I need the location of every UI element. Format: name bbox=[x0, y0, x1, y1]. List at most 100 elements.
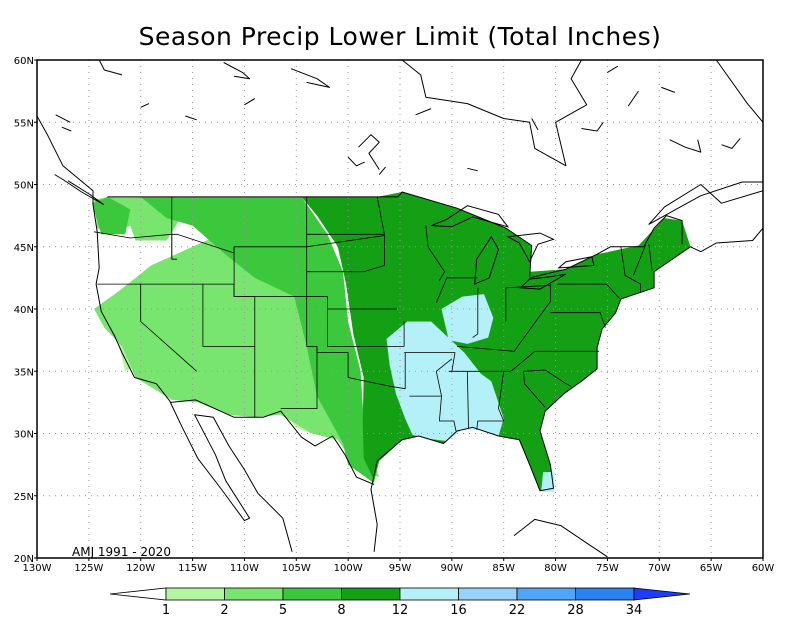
canada-coastline bbox=[627, 90, 639, 107]
colorbar-box bbox=[165, 587, 225, 601]
canada-coastline bbox=[531, 118, 539, 130]
state-border bbox=[435, 358, 453, 397]
lon-tick-label: 110W bbox=[230, 563, 259, 574]
colorbar-box bbox=[282, 587, 342, 601]
colorbar-box bbox=[458, 587, 518, 601]
precip-region-5-8 bbox=[92, 196, 131, 235]
state-border bbox=[404, 352, 456, 372]
canada-coastline bbox=[607, 65, 619, 73]
colorbar-label: 8 bbox=[337, 603, 345, 618]
canada-coastline bbox=[290, 68, 330, 88]
colorbar-label: 5 bbox=[279, 603, 287, 618]
canada-coastline bbox=[223, 62, 251, 80]
longitude-tick-labels: 130W 125W 120W 115W 110W 105W 100W 95W 90W 85W 80W… bbox=[23, 558, 775, 574]
canada-coastline bbox=[415, 108, 432, 116]
colorbar-box bbox=[341, 587, 401, 601]
great-lake bbox=[474, 235, 500, 285]
lat-tick-label: 30N bbox=[14, 430, 34, 441]
state-border bbox=[233, 246, 256, 347]
canada-coastline bbox=[581, 122, 604, 132]
state-border bbox=[633, 244, 647, 276]
state-border bbox=[523, 371, 546, 408]
lon-tick-label: 70W bbox=[648, 563, 671, 574]
coastline bbox=[648, 181, 764, 225]
state-border bbox=[557, 283, 621, 300]
canada-coastline bbox=[185, 115, 197, 121]
lon-tick-label: 115W bbox=[178, 563, 207, 574]
colorbar-label: 1 bbox=[162, 603, 170, 618]
colorbar-label: 16 bbox=[450, 603, 467, 618]
state-border bbox=[202, 284, 256, 418]
state-border bbox=[280, 196, 318, 410]
state-border bbox=[316, 346, 406, 390]
state-border bbox=[505, 284, 551, 289]
state-border bbox=[648, 244, 653, 271]
canada-coastline bbox=[467, 167, 478, 172]
colorbar-box bbox=[399, 587, 459, 601]
lon-tick-label: 65W bbox=[700, 563, 723, 574]
canada-coastline bbox=[347, 156, 365, 167]
lon-tick-label: 90W bbox=[441, 563, 464, 574]
state-border bbox=[550, 312, 606, 328]
precip-region-12-16 bbox=[441, 294, 494, 344]
colorbar-box bbox=[575, 587, 635, 601]
lat-tick-label: 60N bbox=[14, 56, 34, 67]
state-border bbox=[409, 395, 457, 432]
lon-tick-label: 80W bbox=[544, 563, 567, 574]
lat-tick-label: 25N bbox=[14, 492, 34, 503]
colorbar-label: 28 bbox=[567, 603, 584, 618]
country-border bbox=[170, 399, 375, 485]
state-border bbox=[93, 231, 173, 260]
precip-region-8-12 bbox=[301, 192, 691, 491]
lon-tick-label: 105W bbox=[282, 563, 311, 574]
canada-coastline bbox=[378, 166, 386, 175]
state-border bbox=[620, 246, 641, 293]
lon-tick-label: 130W bbox=[23, 563, 52, 574]
state-border bbox=[140, 284, 197, 372]
coastline bbox=[370, 227, 764, 552]
canada-coastline bbox=[140, 103, 150, 108]
coastline bbox=[513, 518, 608, 558]
coastline bbox=[715, 59, 764, 123]
country-border bbox=[107, 191, 683, 279]
latitude-tick-labels: 20N 25N 30N 35N 40N 45N 50N 55N 60N bbox=[14, 56, 37, 565]
canada-coastline bbox=[358, 134, 380, 170]
canada-coastline bbox=[669, 139, 702, 153]
colorbar-box bbox=[516, 587, 576, 601]
coastline bbox=[401, 59, 567, 167]
lat-tick-label: 50N bbox=[14, 181, 34, 192]
lat-tick-label: 55N bbox=[14, 118, 34, 129]
geographic-lines bbox=[36, 59, 764, 558]
state-border bbox=[456, 284, 551, 352]
canada-coastline bbox=[244, 98, 256, 106]
lat-tick-label: 20N bbox=[14, 554, 34, 565]
colorbar-high-triangle bbox=[633, 587, 691, 601]
canada-coastline bbox=[721, 138, 741, 149]
precip-regions bbox=[92, 192, 691, 492]
colorbar-label: 12 bbox=[392, 603, 409, 618]
state-border bbox=[425, 225, 446, 281]
great-lake bbox=[557, 256, 595, 269]
lon-tick-label: 100W bbox=[334, 563, 363, 574]
state-border bbox=[326, 309, 405, 347]
coastline bbox=[54, 174, 104, 205]
lat-lon-gridlines bbox=[37, 60, 763, 558]
lon-tick-label: 60W bbox=[752, 563, 775, 574]
coastline bbox=[36, 115, 94, 205]
state-border bbox=[523, 369, 572, 387]
canada-coastline bbox=[661, 86, 675, 93]
colorbar-legend: 1 2 5 8 12 16 22 28 34 bbox=[109, 587, 691, 618]
canada-coastline bbox=[61, 126, 72, 132]
lon-tick-label: 75W bbox=[596, 563, 619, 574]
colorbar-label: 22 bbox=[509, 603, 526, 618]
state-border bbox=[467, 371, 469, 429]
state-border bbox=[476, 371, 505, 430]
lon-tick-label: 125W bbox=[74, 563, 103, 574]
lon-tick-label: 85W bbox=[492, 563, 515, 574]
state-border bbox=[306, 196, 385, 273]
lat-tick-label: 40N bbox=[14, 305, 34, 316]
canada-coastline bbox=[55, 114, 71, 123]
lat-tick-label: 35N bbox=[14, 367, 34, 378]
colorbar-label: 2 bbox=[220, 603, 228, 618]
